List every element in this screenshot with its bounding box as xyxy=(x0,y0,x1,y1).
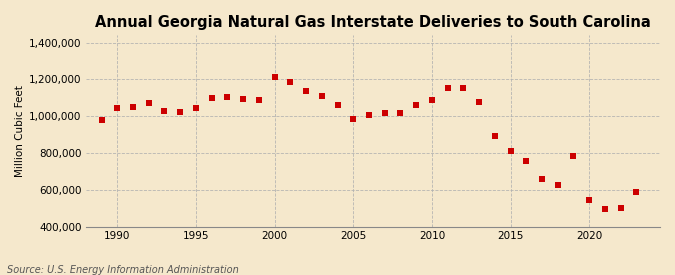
Point xyxy=(159,109,170,113)
Point xyxy=(489,133,500,138)
Point xyxy=(269,75,280,79)
Text: Source: U.S. Energy Information Administration: Source: U.S. Energy Information Administ… xyxy=(7,265,238,275)
Point xyxy=(505,149,516,153)
Point xyxy=(222,95,233,99)
Point xyxy=(427,98,437,102)
Point xyxy=(395,111,406,116)
Point xyxy=(552,183,563,187)
Point xyxy=(458,86,468,90)
Point xyxy=(190,106,201,110)
Point xyxy=(537,177,547,181)
Point xyxy=(379,110,390,115)
Title: Annual Georgia Natural Gas Interstate Deliveries to South Carolina: Annual Georgia Natural Gas Interstate De… xyxy=(95,15,651,30)
Point xyxy=(96,118,107,122)
Point xyxy=(285,80,296,84)
Point xyxy=(364,113,375,117)
Point xyxy=(175,109,186,114)
Point xyxy=(631,189,642,194)
Point xyxy=(584,198,595,202)
Point xyxy=(207,96,217,100)
Point xyxy=(599,207,610,211)
Point xyxy=(411,103,422,108)
Point xyxy=(112,106,123,110)
Point xyxy=(317,94,327,98)
Point xyxy=(332,103,343,108)
Point xyxy=(143,101,154,106)
Point xyxy=(474,99,485,104)
Point xyxy=(254,98,265,102)
Point xyxy=(300,89,311,94)
Point xyxy=(616,206,626,210)
Point xyxy=(442,86,453,90)
Point xyxy=(128,105,138,109)
Point xyxy=(348,117,358,121)
Point xyxy=(521,159,532,164)
Y-axis label: Million Cubic Feet: Million Cubic Feet xyxy=(15,85,25,177)
Point xyxy=(568,153,579,158)
Point xyxy=(238,97,248,101)
